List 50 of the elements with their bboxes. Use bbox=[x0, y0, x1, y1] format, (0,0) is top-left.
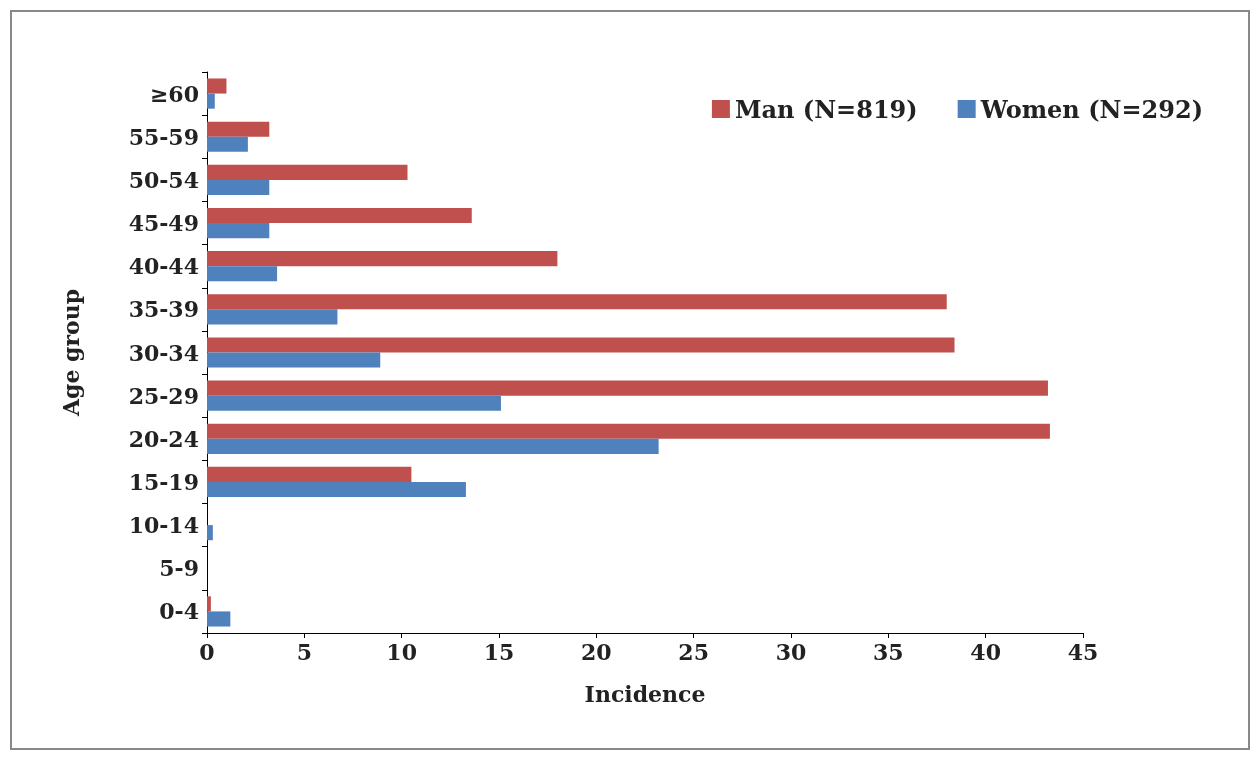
bar bbox=[207, 380, 1048, 396]
bar bbox=[207, 223, 270, 239]
x-tick-label: 10 bbox=[386, 639, 417, 665]
bar bbox=[207, 337, 955, 353]
bar bbox=[207, 596, 211, 612]
bar bbox=[207, 164, 408, 180]
bar bbox=[207, 294, 947, 310]
x-tick-label: 30 bbox=[775, 639, 807, 665]
bar bbox=[207, 136, 248, 152]
bar bbox=[207, 423, 1050, 439]
bar bbox=[207, 266, 278, 282]
y-tick-label: 55-59 bbox=[128, 123, 199, 150]
bar bbox=[207, 611, 231, 627]
x-tick-label: 5 bbox=[296, 639, 312, 665]
bar bbox=[207, 481, 466, 498]
bar bbox=[207, 525, 213, 541]
x-tick-label: 0 bbox=[199, 639, 215, 665]
y-tick-label: 50-54 bbox=[128, 166, 199, 193]
y-tick-label: 20-24 bbox=[128, 425, 199, 452]
y-tick-label: 45-49 bbox=[128, 210, 199, 237]
bar bbox=[207, 207, 472, 224]
y-tick-label: 15-19 bbox=[128, 468, 199, 495]
legend-label: Women (N=292) bbox=[979, 94, 1203, 124]
y-tick-label: 40-44 bbox=[128, 253, 199, 280]
legend-label: Man (N=819) bbox=[734, 94, 918, 124]
y-tick-label: ≥60 bbox=[149, 80, 199, 107]
y-tick-label: 10-14 bbox=[128, 512, 199, 539]
x-axis-title: Incidence bbox=[584, 681, 706, 707]
y-tick-label: 0-4 bbox=[159, 598, 199, 625]
y-tick-label: 30-34 bbox=[128, 339, 199, 366]
y-tick-label: 25-29 bbox=[128, 382, 199, 409]
x-tick-label: 20 bbox=[581, 639, 612, 665]
bar bbox=[207, 93, 215, 109]
x-tick-label: 15 bbox=[483, 639, 515, 665]
x-tick-label: 25 bbox=[678, 639, 709, 665]
y-axis-title: Age group bbox=[58, 288, 84, 418]
y-tick-label: 5-9 bbox=[159, 555, 199, 582]
x-tick-label: 40 bbox=[970, 639, 1001, 665]
bar bbox=[207, 352, 381, 368]
x-tick-label: 45 bbox=[1067, 639, 1099, 665]
bar bbox=[207, 78, 227, 94]
bar bbox=[207, 121, 270, 137]
bar bbox=[207, 395, 501, 411]
bar bbox=[207, 179, 270, 195]
bar bbox=[207, 466, 412, 482]
bar bbox=[207, 438, 659, 454]
y-tick-label: 35-39 bbox=[128, 296, 199, 323]
bar bbox=[207, 309, 338, 325]
x-tick-label: 35 bbox=[873, 639, 904, 665]
bar bbox=[207, 251, 558, 267]
